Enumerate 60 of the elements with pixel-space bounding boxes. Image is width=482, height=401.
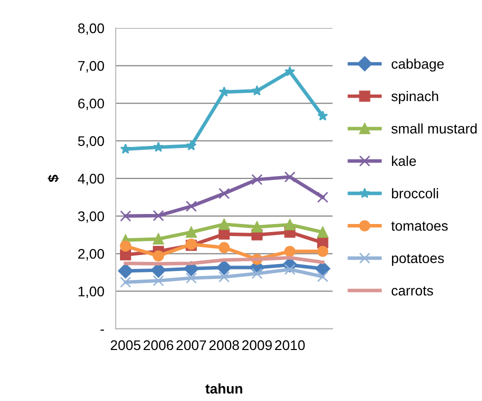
legend-label: small mustard [391,123,477,134]
x-tick-label: 2005 [110,340,140,350]
point [186,140,197,150]
point [218,188,230,200]
y-tick-label: - [100,330,104,331]
point [152,275,164,286]
x-axis-title: tahun [205,383,242,394]
legend-label: tomatoes [391,222,448,231]
point [186,226,197,238]
y-tick-label: 8,00 [78,23,104,35]
y-axis-title: $ [48,174,60,182]
legend-label: broccoli [392,188,438,198]
point [153,142,164,152]
y-tick-label: 4,00 [78,174,104,186]
point [216,260,232,276]
y-tick-label: 5,00 [78,136,104,148]
point [152,250,164,262]
y-tick-label: 1,00 [78,286,104,298]
point [218,271,230,282]
point [218,218,230,230]
y-tick-label: 6,00 [78,98,104,110]
legend-label: cabbage [392,58,444,72]
point [251,174,263,186]
point [317,192,328,203]
point [317,246,328,257]
point [284,246,296,257]
x-tick-label: 2009 [242,340,272,350]
x-tick-label: 2006 [144,340,174,350]
point [251,221,263,232]
point [120,249,132,260]
point [152,210,164,222]
legend-label: kale [392,156,416,166]
point [252,85,262,96]
point [317,110,328,121]
x-tick-label: 2007 [176,340,206,350]
point [284,219,296,230]
point [218,86,230,97]
y-tick-label: 7,00 [78,61,104,72]
point [120,240,132,252]
point [284,66,296,76]
x-tick-label: 2008 [209,340,239,350]
point [218,242,230,254]
legend-label: potatoes [392,254,444,266]
point [120,144,131,154]
point [118,263,134,278]
point [284,171,296,182]
point [186,272,197,284]
point [152,233,164,245]
point [284,264,296,275]
x-tick-label: 2010 [275,340,305,350]
point [317,226,328,238]
point [120,276,132,288]
y-tick-label: 3,00 [78,211,104,223]
point [120,210,132,222]
legend-label: carrots [392,286,434,296]
y-tick-label: 2,00 [78,248,104,260]
legend-label: spinach [391,90,438,104]
point [186,200,197,212]
point [317,271,328,282]
point [251,268,263,280]
